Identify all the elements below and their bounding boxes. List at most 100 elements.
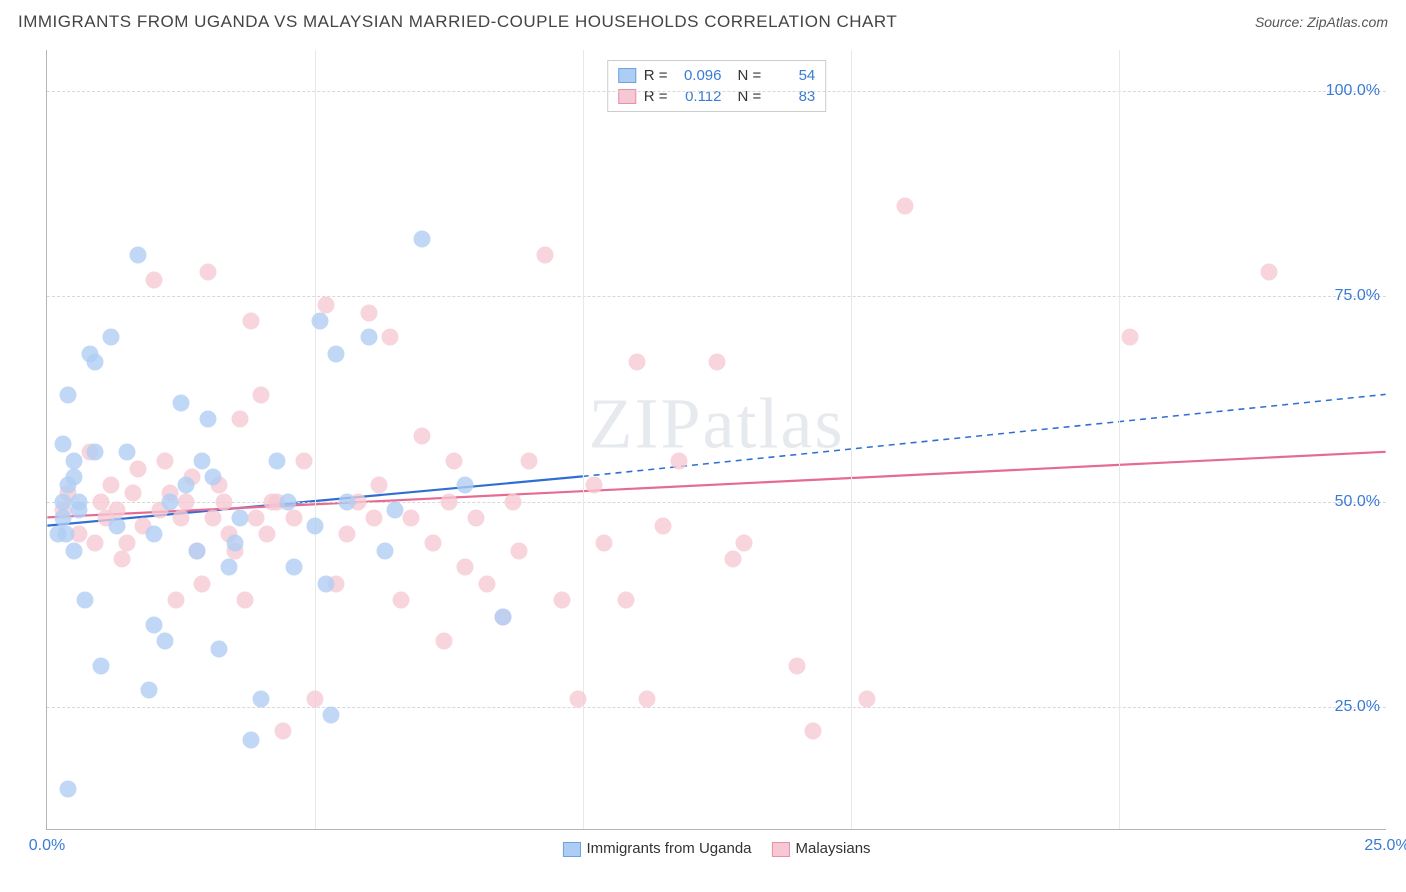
correlation-legend: R = 0.096 N = 54 R = 0.112 N = 83 — [607, 60, 827, 112]
data-point — [312, 312, 329, 329]
trend-lines — [47, 50, 1386, 829]
data-point — [505, 493, 522, 510]
data-point — [392, 592, 409, 609]
data-point — [617, 592, 634, 609]
data-point — [424, 534, 441, 551]
data-point — [585, 477, 602, 494]
data-point — [323, 707, 340, 724]
data-point — [655, 518, 672, 535]
data-point — [130, 460, 147, 477]
data-point — [92, 657, 109, 674]
data-point — [1261, 263, 1278, 280]
x-tick-label: 0.0% — [29, 837, 65, 855]
data-point — [628, 354, 645, 371]
data-point — [242, 731, 259, 748]
data-point — [639, 690, 656, 707]
data-point — [199, 263, 216, 280]
data-point — [789, 657, 806, 674]
y-tick-label: 75.0% — [1335, 287, 1380, 305]
data-point — [156, 452, 173, 469]
data-point — [65, 452, 82, 469]
data-point — [446, 452, 463, 469]
data-point — [457, 559, 474, 576]
data-point — [162, 493, 179, 510]
data-point — [60, 386, 77, 403]
data-point — [114, 551, 131, 568]
data-point — [494, 608, 511, 625]
y-tick-label: 100.0% — [1326, 82, 1380, 100]
data-point — [87, 444, 104, 461]
source-label: Source: ZipAtlas.com — [1255, 14, 1388, 30]
data-point — [231, 411, 248, 428]
data-point — [360, 329, 377, 346]
data-point — [55, 436, 72, 453]
data-point — [189, 542, 206, 559]
data-point — [237, 592, 254, 609]
gridline-v — [583, 50, 584, 829]
data-point — [205, 468, 222, 485]
data-point — [307, 518, 324, 535]
data-point — [146, 271, 163, 288]
data-point — [307, 690, 324, 707]
data-point — [92, 493, 109, 510]
data-point — [435, 633, 452, 650]
data-point — [269, 452, 286, 469]
data-point — [173, 510, 190, 527]
data-point — [130, 247, 147, 264]
series-name: Immigrants from Uganda — [586, 840, 751, 857]
series-legend-item: Malaysians — [772, 840, 871, 857]
data-point — [55, 510, 72, 527]
data-point — [65, 468, 82, 485]
data-point — [510, 542, 527, 559]
data-point — [199, 411, 216, 428]
data-point — [215, 493, 232, 510]
plot-region: ZIPatlas R = 0.096 N = 54 R = 0.112 N = … — [46, 50, 1386, 830]
chart-area: Married-couple Households ZIPatlas R = 0… — [0, 40, 1406, 880]
data-point — [108, 518, 125, 535]
legend-row: R = 0.096 N = 54 — [618, 65, 816, 86]
data-point — [376, 542, 393, 559]
data-point — [735, 534, 752, 551]
data-point — [76, 592, 93, 609]
data-point — [441, 493, 458, 510]
data-point — [49, 526, 66, 543]
y-tick-label: 25.0% — [1335, 698, 1380, 716]
data-point — [360, 304, 377, 321]
data-point — [671, 452, 688, 469]
data-point — [569, 690, 586, 707]
x-tick-label: 25.0% — [1364, 837, 1406, 855]
data-point — [65, 542, 82, 559]
gridline-h — [47, 91, 1386, 92]
data-point — [119, 534, 136, 551]
legend-r-value: 0.096 — [676, 67, 722, 84]
data-point — [253, 690, 270, 707]
data-point — [859, 690, 876, 707]
data-point — [280, 493, 297, 510]
data-point — [403, 510, 420, 527]
data-point — [103, 477, 120, 494]
gridline-v — [315, 50, 316, 829]
data-point — [328, 345, 345, 362]
y-tick-label: 50.0% — [1335, 493, 1380, 511]
data-point — [709, 354, 726, 371]
data-point — [55, 493, 72, 510]
data-point — [248, 510, 265, 527]
data-point — [146, 616, 163, 633]
data-point — [365, 510, 382, 527]
legend-n-label: N = — [738, 67, 762, 84]
data-point — [103, 329, 120, 346]
data-point — [231, 510, 248, 527]
data-point — [242, 312, 259, 329]
data-point — [339, 526, 356, 543]
gridline-v — [851, 50, 852, 829]
gridline-h — [47, 502, 1386, 503]
data-point — [553, 592, 570, 609]
data-point — [521, 452, 538, 469]
data-point — [167, 592, 184, 609]
data-point — [205, 510, 222, 527]
data-point — [285, 510, 302, 527]
series-name: Malaysians — [796, 840, 871, 857]
chart-title: IMMIGRANTS FROM UGANDA VS MALAYSIAN MARR… — [18, 12, 897, 32]
data-point — [124, 485, 141, 502]
data-point — [146, 526, 163, 543]
